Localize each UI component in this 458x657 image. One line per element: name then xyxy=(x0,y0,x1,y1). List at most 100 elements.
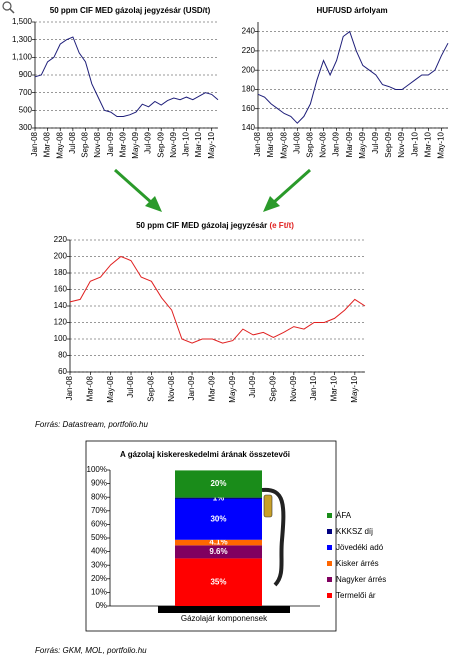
bar-segment xyxy=(175,498,262,540)
x-tick-label: Jan-08 xyxy=(65,375,74,400)
y-tick-label: 240 xyxy=(242,27,256,36)
x-tick-label: Jul-08 xyxy=(126,375,135,397)
x-tick-label: Mar-08 xyxy=(43,131,52,157)
source-note: Forrás: GKM, MOL, portfolio.hu xyxy=(35,646,147,655)
y-tick-label: 70% xyxy=(91,506,107,515)
bar-segment xyxy=(175,497,262,499)
x-tick-label: Sep-09 xyxy=(156,131,165,157)
x-tick-label: May-09 xyxy=(228,375,237,402)
legend-swatch xyxy=(327,545,332,550)
x-tick-label: Jan-10 xyxy=(309,375,318,400)
source-note: Forrás: Datastream, portfolio.hu xyxy=(35,420,148,429)
y-tick-label: 300 xyxy=(19,123,33,132)
x-tick-label: May-10 xyxy=(350,375,359,402)
x-tick-label: Nov-08 xyxy=(319,131,328,157)
x-tick-label: Mar-10 xyxy=(194,131,203,157)
x-tick-label: Jul-09 xyxy=(248,375,257,397)
legend-swatch xyxy=(327,561,332,566)
x-tick-label: Mar-08 xyxy=(266,131,275,157)
y-tick-label: 40% xyxy=(91,547,107,556)
legend-label: Kisker árrés xyxy=(336,559,379,568)
y-tick-label: 20% xyxy=(91,574,107,583)
y-tick-label: 100 xyxy=(54,334,68,343)
x-tick-label: Jan-10 xyxy=(410,131,419,156)
x-tick-label: Sep-08 xyxy=(146,375,155,401)
x-tick-label: May-10 xyxy=(437,131,446,158)
y-tick-label: 140 xyxy=(54,301,68,310)
bar-segment xyxy=(175,539,262,546)
x-tick-label: Sep-08 xyxy=(306,131,315,157)
pump-hose xyxy=(261,487,286,587)
chart-title: 50 ppm CIF MED gázolaj jegyzésár (e Ft/t… xyxy=(136,221,294,230)
x-tick-label: Gázolajár komponensek xyxy=(181,614,268,623)
data-line xyxy=(257,30,449,124)
x-tick-label: May-08 xyxy=(55,131,64,158)
zoom-icon[interactable] xyxy=(2,1,15,14)
legend-label: Jövedéki adó xyxy=(336,543,384,552)
y-tick-label: 80% xyxy=(91,492,107,501)
y-tick-label: 1,500 xyxy=(12,17,33,26)
x-tick-label: Jul-08 xyxy=(292,131,301,153)
y-tick-label: 180 xyxy=(242,85,256,94)
data-line xyxy=(69,255,366,344)
legend-swatch xyxy=(327,577,332,582)
chart-title: A gázolaj kiskereskedelmi árának összete… xyxy=(120,450,290,459)
y-tick-label: 160 xyxy=(242,104,256,113)
y-tick-label: 900 xyxy=(19,70,33,79)
legend-label: ÁFA xyxy=(336,511,352,520)
y-tick-label: 60 xyxy=(58,367,67,376)
value-label: 4.1% xyxy=(209,538,227,547)
chart-frame xyxy=(85,440,337,632)
y-tick-label: 0% xyxy=(95,601,107,610)
bar-segment xyxy=(175,470,262,498)
x-tick-label: Jan-08 xyxy=(253,131,262,156)
x-tick-label: May-09 xyxy=(131,131,140,158)
legend-label: Nagyker árrés xyxy=(336,575,386,584)
y-tick-label: 700 xyxy=(19,88,33,97)
y-tick-label: 140 xyxy=(242,123,256,132)
y-tick-label: 180 xyxy=(54,268,68,277)
legend-swatch xyxy=(327,593,332,598)
x-tick-label: Mar-10 xyxy=(423,131,432,157)
x-tick-label: May-10 xyxy=(207,131,216,158)
x-tick-label: Mar-09 xyxy=(345,131,354,157)
x-tick-label: Jan-09 xyxy=(332,131,341,156)
y-tick-label: 60% xyxy=(91,520,107,529)
x-tick-label: Mar-08 xyxy=(85,375,94,401)
y-tick-label: 200 xyxy=(54,252,68,261)
y-tick-label: 500 xyxy=(19,105,33,114)
x-tick-label: Jan-09 xyxy=(106,131,115,156)
x-tick-label: Jul-09 xyxy=(144,131,153,153)
x-tick-label: Mar-09 xyxy=(118,131,127,157)
x-tick-label: Jul-08 xyxy=(68,131,77,153)
x-tick-label: Jul-09 xyxy=(371,131,380,153)
x-tick-label: Jan-08 xyxy=(30,131,39,156)
value-label: 30% xyxy=(210,514,226,523)
x-tick-label: May-08 xyxy=(279,131,288,158)
y-tick-label: 1,300 xyxy=(12,35,33,44)
x-tick-label: Jan-09 xyxy=(187,375,196,400)
x-tick-label: Sep-08 xyxy=(81,131,90,157)
chart-title: HUF/USD árfolyam xyxy=(316,6,387,15)
arrows xyxy=(114,168,311,212)
y-tick-label: 80 xyxy=(58,351,67,360)
value-label: 9.6% xyxy=(209,547,227,556)
x-tick-label: Nov-08 xyxy=(167,375,176,401)
legend-swatch xyxy=(327,529,332,534)
x-tick-label: Nov-08 xyxy=(93,131,102,157)
x-tick-label: Nov-09 xyxy=(397,131,406,157)
y-tick-label: 1,100 xyxy=(12,52,33,61)
value-label: 1% xyxy=(213,493,225,502)
y-tick-label: 30% xyxy=(91,560,107,569)
x-tick-label: May-09 xyxy=(358,131,367,158)
x-tick-label: Nov-09 xyxy=(169,131,178,157)
title-unit: (e Ft/t) xyxy=(269,221,294,230)
legend-label: KKKSZ díj xyxy=(336,527,373,536)
y-tick-label: 160 xyxy=(54,285,68,294)
bar-segment xyxy=(175,545,262,559)
value-label: 20% xyxy=(210,479,226,488)
x-tick-label: Sep-09 xyxy=(384,131,393,157)
legend-swatch xyxy=(327,513,332,518)
y-tick-label: 220 xyxy=(242,46,256,55)
